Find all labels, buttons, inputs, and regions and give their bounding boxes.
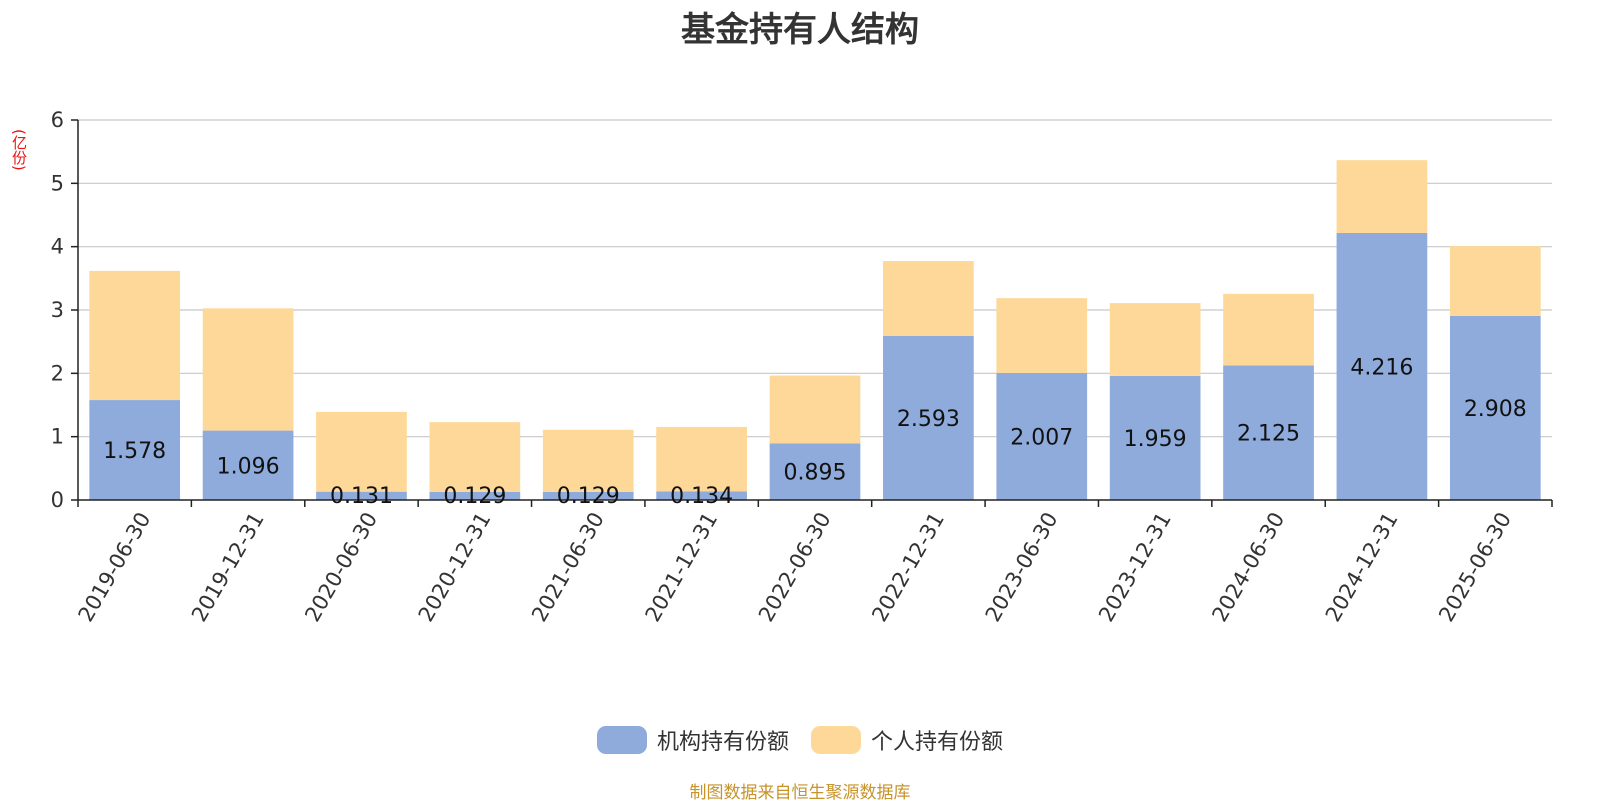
legend-item-institutional[interactable]: 机构持有份额 (596, 724, 789, 756)
y-tick-label: 4 (51, 235, 64, 259)
data-label-institutional: 0.129 (557, 484, 620, 509)
data-labels: 1.578 1.096 0.131 0.129 0.129 0.134 0.895 2.593… (103, 355, 1527, 509)
bar-individual (202, 308, 294, 431)
legend-swatch-institutional (596, 726, 647, 754)
bar-institutional (769, 443, 861, 500)
chart-title: 基金持有人结构 (681, 10, 919, 50)
bar-individual (656, 426, 747, 492)
x-tick-label: 2022-12-31 (867, 508, 949, 626)
bar-institutional (1449, 315, 1541, 500)
legend: 机构持有份额 个人持有份额 (0, 724, 1600, 756)
x-tick-label: 2021-12-31 (641, 508, 723, 626)
bar-institutional (202, 430, 294, 500)
x-tick-label: 2024-12-31 (1321, 508, 1403, 626)
bar-individual (1449, 246, 1541, 316)
bar-institutional (429, 491, 521, 500)
data-label-institutional: 0.134 (670, 484, 733, 509)
bar-individual (542, 429, 634, 492)
y-tick-label: 0 (51, 488, 64, 512)
legend-swatch-individual (811, 726, 861, 754)
x-tick-label: 2023-06-30 (981, 508, 1063, 626)
x-tick-label: 2019-06-30 (74, 508, 156, 626)
legend-label-institutional: 机构持有份额 (656, 730, 789, 755)
bar-individual (883, 261, 974, 336)
x-tick-label: 2024-06-30 (1207, 508, 1289, 626)
data-label-institutional: 2.593 (897, 407, 960, 432)
x-tick-label: 2023-12-31 (1094, 508, 1176, 626)
bar-individual (1336, 160, 1428, 233)
bar-individual (316, 411, 407, 492)
bar-chart: 0 1 2 3 4 5 6 2019-06-30 2019-12-31 2020-06-30 202… (51, 108, 1553, 626)
data-label-institutional: 0.895 (784, 461, 847, 486)
data-label-institutional: 1.578 (103, 439, 166, 464)
bar-individual (1109, 303, 1201, 376)
y-tick-label: 1 (51, 425, 64, 449)
y-tick-label: 3 (51, 298, 64, 322)
data-label-institutional: 2.908 (1464, 397, 1527, 422)
bar-individual (1223, 293, 1314, 366)
bar-institutional (542, 491, 634, 500)
data-label-institutional: 2.007 (1010, 425, 1073, 450)
data-label-institutional: 0.131 (330, 484, 393, 509)
bar-institutional (996, 372, 1088, 500)
bar-institutional (1336, 232, 1428, 500)
x-tick-label: 2021-06-30 (527, 508, 609, 626)
y-tick-label: 5 (51, 171, 64, 195)
bar-institutional (883, 335, 974, 500)
data-label-institutional: 1.096 (217, 454, 280, 479)
data-label-institutional: 4.216 (1350, 355, 1413, 380)
x-tick-label: 2019-12-31 (187, 508, 269, 626)
bar-individual (769, 375, 861, 444)
x-tick-label: 2025-06-30 (1434, 508, 1516, 626)
bar-institutional (1223, 365, 1314, 500)
data-source-note: 制图数据来自恒生聚源数据库 (689, 783, 911, 803)
bar-individual (429, 422, 521, 492)
y-tick-label: 2 (51, 361, 64, 385)
legend-item-individual[interactable]: 个人持有份额 (811, 724, 1003, 756)
bar-individual (89, 270, 181, 401)
x-tick-label: 2022-06-30 (754, 508, 836, 626)
legend-label-individual: 个人持有份额 (871, 730, 1004, 755)
x-tick-label: 2020-06-30 (300, 508, 382, 626)
bar-institutional (89, 400, 181, 500)
bar-institutional (656, 491, 747, 500)
data-label-institutional: 0.129 (443, 484, 506, 509)
bar-institutional (1109, 375, 1201, 500)
x-tick-label: 2020-12-31 (414, 508, 496, 626)
bar-group (89, 160, 1541, 500)
data-label-institutional: 2.125 (1237, 422, 1300, 447)
data-label-institutional: 1.959 (1124, 427, 1187, 452)
y-tick-label: 6 (51, 108, 64, 132)
bar-individual (996, 298, 1088, 373)
bar-institutional (316, 491, 407, 500)
y-axis-unit: (亿份) (10, 129, 28, 171)
